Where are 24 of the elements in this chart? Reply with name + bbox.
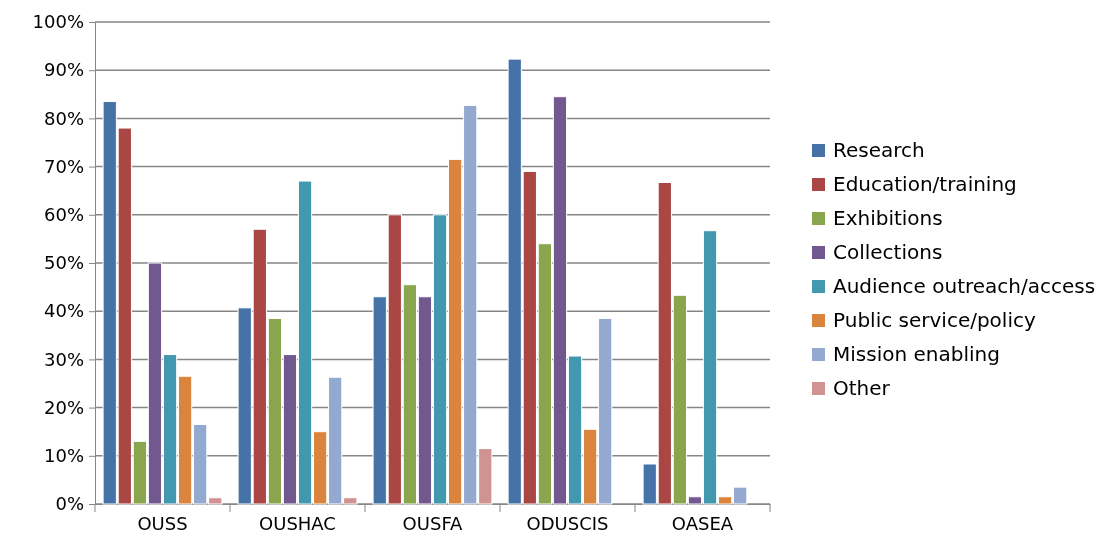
legend-label: Exhibitions <box>833 206 943 230</box>
x-tick-label: OUSS <box>137 513 188 535</box>
legend-label: Mission enabling <box>833 342 1000 366</box>
legend-label: Audience outreach/access <box>833 274 1096 298</box>
y-tick-label: 70% <box>43 155 84 177</box>
x-tick-label: ODUSCIS <box>526 513 609 535</box>
x-tick-label: OASEA <box>671 513 734 535</box>
y-tick-label: 90% <box>43 59 84 81</box>
legend-label: Research <box>833 138 925 162</box>
y-tick-label: 80% <box>43 107 84 129</box>
legend-label: Other <box>833 376 891 400</box>
x-tick-label: OUSHAC <box>259 513 336 535</box>
legend-label: Education/training <box>833 172 1017 196</box>
legend-label: Collections <box>833 240 943 264</box>
y-tick-label: 100% <box>32 11 84 33</box>
y-tick-label: 0% <box>55 493 84 515</box>
y-tick-label: 20% <box>43 396 84 418</box>
x-tick-label: OUSFA <box>402 513 464 535</box>
y-tick-label: 40% <box>43 300 84 322</box>
y-tick-label: 30% <box>43 348 84 370</box>
y-tick-label: 10% <box>43 445 84 467</box>
legend-label: Public service/policy <box>833 308 1036 332</box>
y-tick-label: 50% <box>43 252 84 274</box>
y-tick-label: 60% <box>43 204 84 226</box>
